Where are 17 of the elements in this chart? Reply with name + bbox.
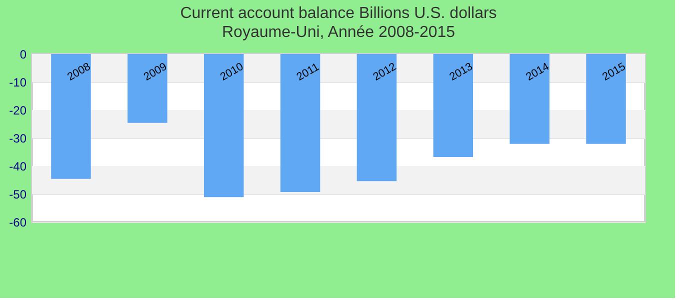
chart-subtitle: Royaume-Uni, Année 2008-2015 [222, 24, 456, 41]
x-tick-label: 2009 [142, 60, 170, 84]
y-tick-label: -40 [9, 160, 27, 174]
y-tick-label: 0 [20, 48, 27, 62]
x-tick-label: 2015 [600, 60, 628, 84]
y-tick-label: -30 [9, 132, 27, 146]
y-tick-label: -20 [9, 104, 27, 118]
x-tick-label: 2013 [448, 60, 475, 84]
y-tick-label: -50 [9, 188, 27, 202]
y-tick-label: -60 [9, 216, 27, 230]
chart-title: Current account balance Billions U.S. dollars [180, 5, 497, 22]
y-tick-label: -10 [9, 76, 27, 90]
x-tick-label: 2014 [524, 60, 552, 84]
x-tick-label: 2010 [218, 60, 246, 84]
x-tick-label: 2008 [65, 60, 93, 84]
x-tick-label: 2012 [371, 60, 398, 84]
x-tick-label: 2011 [294, 61, 322, 84]
